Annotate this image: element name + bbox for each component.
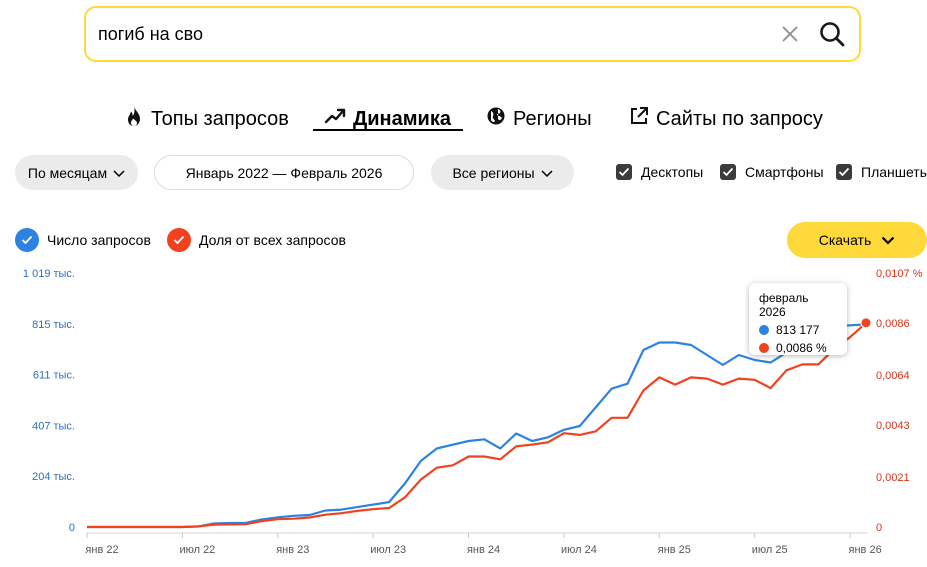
dynamics-chart: 0 204 тыс. 407 тыс. 611 тыс. 815 тыс. 1 019 т… [23,268,923,556]
x-tick-label: янв 26 [849,544,882,556]
legend-count[interactable]: Число запросов [15,227,151,253]
device-tablet-checkbox[interactable]: Планшеты [836,162,927,182]
share-hover-point[interactable] [860,317,872,329]
clear-icon[interactable] [780,24,800,44]
x-tick-label: июл 22 [179,544,215,556]
series-lines [87,322,867,529]
tab-sites-label: Сайты по запросу [656,107,823,130]
x-tick-label: янв 22 [85,544,118,556]
regions-select[interactable]: Все регионы [431,155,574,190]
device-smartphone-checkbox[interactable]: Смартфоны [720,162,824,182]
tab-sites[interactable]: Сайты по запросу [629,104,823,134]
tab-top-queries-label: Топы запросов [151,107,289,130]
y-right-tick-label: 0 [876,522,882,534]
globe-icon [486,106,506,132]
trend-icon [324,106,346,132]
chevron-down-icon [541,165,553,181]
device-tablet-label: Планшеты [861,164,927,180]
tab-regions[interactable]: Регионы [486,104,592,134]
x-tick-label: янв 24 [467,544,500,556]
markers[interactable] [860,317,872,329]
checkmark-icon [720,164,736,180]
chart-tooltip: февраль 2026 813 177 0,0086 % [749,283,847,355]
legend-share-label: Доля от всех запросов [199,232,346,248]
x-tick-label: янв 25 [658,544,691,556]
device-smartphone-label: Смартфоны [745,164,824,180]
x-tick-label: июл 25 [752,544,788,556]
period-select[interactable]: По месяцам [15,155,138,190]
y-right-tick-label: 0,0021 [876,472,910,484]
chevron-down-icon [113,165,125,181]
legend-share[interactable]: Доля от всех запросов [167,227,346,253]
device-desktop-checkbox[interactable]: Десктопы [616,162,703,182]
checkmark-icon [616,164,632,180]
y-right-tick-label: 0,0107 % [876,268,923,280]
x-tick-label: янв 23 [276,544,309,556]
y-right-tick-label: 0,0064 [876,370,910,382]
tab-top-queries[interactable]: Топы запросов [124,104,289,134]
y-left-tick-label: 815 тыс. [32,319,75,331]
device-desktop-label: Десктопы [641,164,704,180]
y-left-tick-label: 0 [69,522,75,534]
tab-dynamics-label: Динамика [353,107,451,130]
tooltip-count-dot [759,325,769,335]
legend-count-label: Число запросов [47,232,151,248]
tooltip-share-value: 0,0086 % [776,341,827,355]
tabs-bar: Топы запросов Динамика Регионы Сайты по … [0,104,927,140]
flame-icon [124,105,144,133]
series-line-share [87,322,867,529]
download-button-label: Скачать [818,232,872,248]
chevron-down-icon [881,232,895,248]
tooltip-share-row: 0,0086 % [759,341,837,355]
checkmark-icon [836,164,852,180]
y-left-tick-label: 407 тыс. [32,421,75,433]
y-right-tick-label: 0,0086 [876,318,910,330]
checkmark-icon [167,228,191,252]
tab-dynamics[interactable]: Динамика [324,104,451,134]
x-tick-label: июл 24 [561,544,597,556]
tooltip-count-row: 813 177 [759,323,837,337]
tab-regions-label: Регионы [513,107,592,130]
date-range-label: Январь 2022 — Февраль 2026 [185,164,383,181]
tooltip-date: февраль 2026 [759,291,809,319]
regions-select-label: Все регионы [452,164,535,181]
y-left-tick-label: 611 тыс. [33,370,75,382]
tooltip-share-dot [759,343,769,353]
external-link-icon [629,106,649,132]
date-range-picker[interactable]: Январь 2022 — Февраль 2026 [154,155,414,190]
x-axis: янв 22 июл 22 янв 23 июл 23 янв 24 июл 24 янв … [85,533,882,556]
search-icon[interactable] [818,20,846,48]
y-right-axis: 0 0,0021 0,0043 0,0064 0,0086 0,0107 % [876,268,923,534]
series-line-count [87,323,867,529]
checkmark-icon [15,228,39,252]
search-input[interactable] [98,20,758,48]
y-left-tick-label: 1 019 тыс. [23,268,75,280]
active-tab-underline [313,129,463,131]
period-select-label: По месяцам [27,164,108,181]
tooltip-count-value: 813 177 [776,323,820,337]
y-left-tick-label: 204 тыс. [32,471,75,483]
search-box [84,6,861,62]
x-tick-label: июл 23 [370,544,406,556]
y-left-axis: 0 204 тыс. 407 тыс. 611 тыс. 815 тыс. 1 019 т… [23,268,75,534]
download-button[interactable]: Скачать [787,222,927,258]
y-right-tick-label: 0,0043 [876,420,910,432]
